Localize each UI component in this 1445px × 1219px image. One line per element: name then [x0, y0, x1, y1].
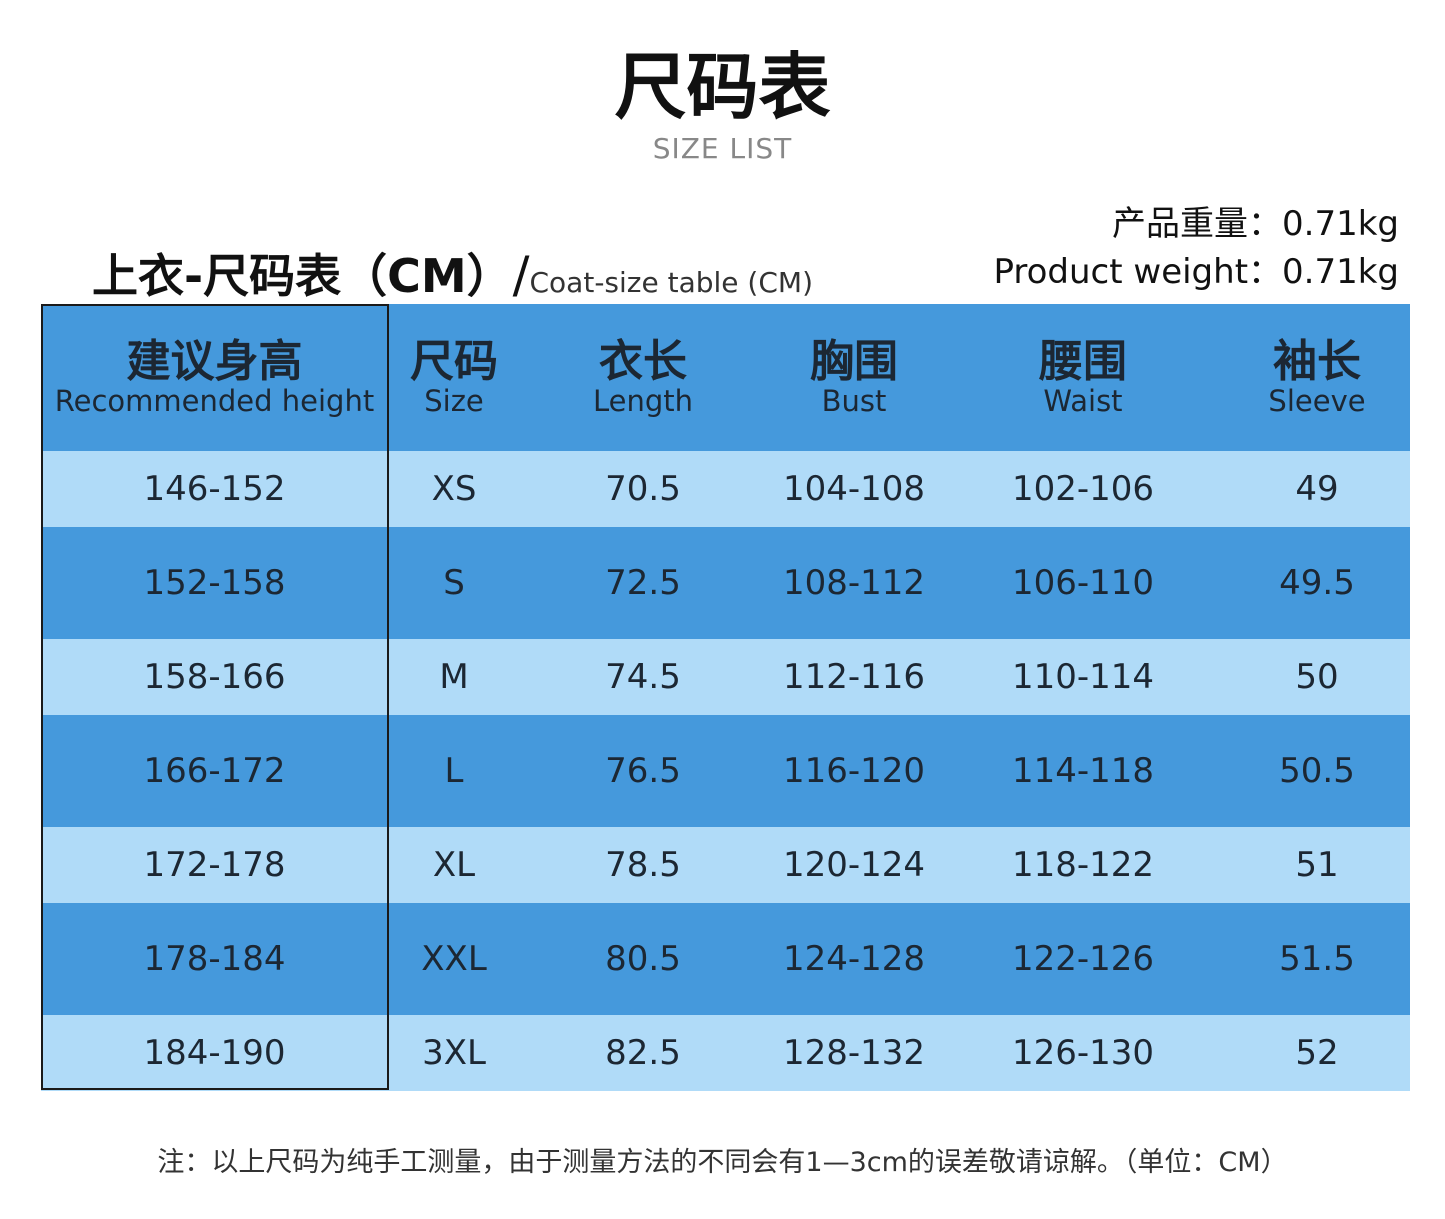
- header-en: Length: [592, 383, 694, 418]
- table-title-slash: /: [512, 246, 530, 304]
- header-cell: 胸围 Bust: [766, 304, 942, 451]
- table-cell: 116-120: [782, 751, 926, 791]
- table-row: 152-158 S 72.5 108-112 106-110 49.5: [41, 527, 1410, 639]
- table-cell: 124-128: [782, 939, 926, 979]
- header-zh: 袖长: [1273, 335, 1361, 387]
- table-cell: 51: [1295, 845, 1339, 885]
- table-cell: XXL: [421, 939, 487, 979]
- table-cell: 104-108: [782, 469, 926, 509]
- table-cell: 106-110: [1011, 563, 1155, 603]
- table-cell: 128-132: [782, 1033, 926, 1073]
- table-cell: 80.5: [605, 939, 681, 979]
- header-cell: 衣长 Length: [520, 304, 766, 451]
- header-cell: 腰围 Waist: [942, 304, 1224, 451]
- header-zh: 建议身高: [126, 335, 303, 387]
- header-cell: 袖长 Sleeve: [1224, 304, 1410, 451]
- header-zh: 腰围: [1039, 335, 1127, 387]
- header-en: Sleeve: [1268, 383, 1366, 418]
- table-cell: XS: [431, 469, 477, 509]
- table-cell: 52: [1295, 1033, 1339, 1073]
- table-cell: 152-158: [143, 563, 286, 603]
- table-title-en: Coat-size table (CM): [529, 266, 814, 299]
- table-cell: 120-124: [782, 845, 926, 885]
- table-cell: 108-112: [782, 563, 926, 603]
- table-cell: 78.5: [605, 845, 681, 885]
- table-cell: 50.5: [1279, 751, 1355, 791]
- table-cell: 3XL: [422, 1033, 486, 1073]
- table-cell: 118-122: [1011, 845, 1155, 885]
- table-title-zh: 上衣-尺码表（CM）: [92, 249, 513, 303]
- table-cell: S: [443, 563, 465, 603]
- header-en: Bust: [821, 383, 887, 418]
- page-title: 尺码表: [614, 44, 831, 129]
- table-row: 178-184 XXL 80.5 124-128 122-126 51.5: [41, 903, 1410, 1015]
- table-cell: 166-172: [143, 751, 286, 791]
- header-zh: 胸围: [810, 335, 898, 387]
- table-cell: L: [444, 751, 464, 791]
- header-en: Size: [424, 383, 484, 418]
- table-cell: 70.5: [605, 469, 681, 509]
- table-cell: 72.5: [605, 563, 681, 603]
- table-row: 166-172 L 76.5 116-120 114-118 50.5: [41, 715, 1410, 827]
- table-cell: 178-184: [143, 939, 286, 979]
- page-subtitle: SIZE LIST: [652, 132, 793, 165]
- table-cell: 51.5: [1279, 939, 1355, 979]
- table-cell: 49.5: [1279, 563, 1355, 603]
- table-cell: 49: [1295, 469, 1339, 509]
- table-row: 158-166 M 74.5 112-116 110-114 50: [41, 639, 1410, 715]
- table-cell: 102-106: [1011, 469, 1155, 509]
- table-cell: 114-118: [1011, 751, 1155, 791]
- table-cell: 110-114: [1011, 657, 1155, 697]
- weight-zh: 产品重量：0.71kg: [1112, 204, 1399, 244]
- table-cell: 126-130: [1011, 1033, 1155, 1073]
- table-cell: 158-166: [143, 657, 286, 697]
- table-title: 上衣-尺码表（CM）/Coat-size table (CM): [92, 240, 813, 306]
- table-cell: 172-178: [143, 845, 286, 885]
- header-zh: 衣长: [599, 335, 687, 387]
- header-cell: 建议身高 Recommended height: [41, 304, 388, 451]
- footnote: 注：以上尺码为纯手工测量，由于测量方法的不同会有1—3cm的误差敬请谅解。（单位…: [157, 1147, 1288, 1178]
- weight-en: Product weight：0.71kg: [993, 252, 1399, 292]
- table-cell: 122-126: [1011, 939, 1155, 979]
- header-cell: 尺码 Size: [388, 304, 520, 451]
- table-cell: M: [439, 657, 469, 697]
- header-zh: 尺码: [410, 335, 498, 387]
- table-header: 建议身高 Recommended height 尺码 Size 衣长 Length 胸围 Bu…: [41, 304, 1410, 451]
- table-cell: 76.5: [605, 751, 681, 791]
- table-row: 184-190 3XL 82.5 128-132 126-130 52: [41, 1015, 1410, 1091]
- size-table: 建议身高 Recommended height 尺码 Size 衣长 Length 胸围 Bu…: [41, 304, 1410, 1091]
- table-row: 172-178 XL 78.5 120-124 118-122 51: [41, 827, 1410, 903]
- table-cell: XL: [432, 845, 476, 885]
- table-cell: 184-190: [143, 1033, 286, 1073]
- table-cell: 112-116: [782, 657, 926, 697]
- table-cell: 50: [1295, 657, 1339, 697]
- header-en: Waist: [1043, 383, 1123, 418]
- table-cell: 74.5: [605, 657, 681, 697]
- table-row: 146-152 XS 70.5 104-108 102-106 49: [41, 451, 1410, 527]
- table-cell: 146-152: [143, 469, 286, 509]
- table-cell: 82.5: [605, 1033, 681, 1073]
- header-en: Recommended height: [54, 383, 375, 418]
